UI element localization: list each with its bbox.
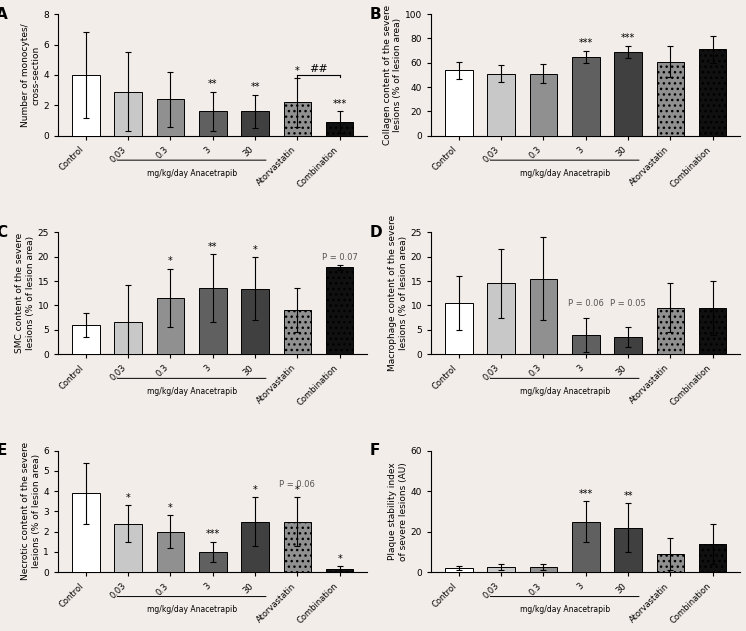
Bar <box>199 112 227 136</box>
Bar <box>72 493 100 572</box>
Text: **: ** <box>624 491 633 501</box>
Bar <box>445 70 473 136</box>
Text: D: D <box>369 225 382 240</box>
Bar <box>445 303 473 354</box>
Y-axis label: Collagen content of the severe
lesions (% of lesion area): Collagen content of the severe lesions (… <box>383 5 402 145</box>
Bar <box>157 99 184 136</box>
Y-axis label: SMC content of the severe
lesions (% of lesion area): SMC content of the severe lesions (% of … <box>16 233 35 353</box>
Bar <box>114 322 142 354</box>
Text: mg/kg/day Anacetrapib: mg/kg/day Anacetrapib <box>146 605 236 614</box>
Bar <box>283 102 311 136</box>
Bar <box>157 532 184 572</box>
Y-axis label: Plaque stability index
of severe lesions (AU): Plaque stability index of severe lesions… <box>389 462 408 561</box>
Bar <box>283 521 311 572</box>
Text: F: F <box>369 443 380 458</box>
Text: A: A <box>0 7 8 22</box>
Text: mg/kg/day Anacetrapib: mg/kg/day Anacetrapib <box>519 605 609 614</box>
Text: *: * <box>253 485 257 495</box>
Text: *: * <box>253 245 257 255</box>
Bar <box>72 75 100 136</box>
Text: ***: *** <box>333 99 347 109</box>
Bar <box>572 57 600 136</box>
Text: P = 0.06: P = 0.06 <box>568 298 604 308</box>
Text: *: * <box>295 485 300 495</box>
Bar <box>530 278 557 354</box>
Bar <box>157 298 184 354</box>
Bar <box>699 308 727 354</box>
Bar <box>572 521 600 572</box>
Text: ***: *** <box>579 38 593 48</box>
Bar <box>487 283 515 354</box>
Bar <box>614 337 642 354</box>
Text: mg/kg/day Anacetrapib: mg/kg/day Anacetrapib <box>519 168 609 178</box>
Text: mg/kg/day Anacetrapib: mg/kg/day Anacetrapib <box>146 387 236 396</box>
Bar <box>699 544 727 572</box>
Bar <box>530 567 557 572</box>
Text: *: * <box>168 256 173 266</box>
Text: P = 0.05: P = 0.05 <box>610 298 646 308</box>
Bar <box>326 122 354 136</box>
Text: ##: ## <box>309 64 328 74</box>
Y-axis label: Macrophage content of the severe
lesions (% of lesion area): Macrophage content of the severe lesions… <box>389 215 408 371</box>
Text: ***: *** <box>206 529 220 540</box>
Bar <box>199 552 227 572</box>
Bar <box>326 268 354 354</box>
Text: E: E <box>0 443 7 458</box>
Bar <box>487 74 515 136</box>
Bar <box>614 52 642 136</box>
Text: *: * <box>337 554 342 563</box>
Text: mg/kg/day Anacetrapib: mg/kg/day Anacetrapib <box>519 387 609 396</box>
Bar <box>614 528 642 572</box>
Text: *: * <box>168 503 173 513</box>
Text: **: ** <box>251 82 260 92</box>
Y-axis label: Number of monocytes/
cross-section: Number of monocytes/ cross-section <box>21 23 40 127</box>
Bar <box>114 524 142 572</box>
Bar <box>326 569 354 572</box>
Bar <box>699 49 727 136</box>
Text: **: ** <box>208 242 218 252</box>
Bar <box>656 308 684 354</box>
Bar <box>241 289 269 354</box>
Text: C: C <box>0 225 7 240</box>
Bar <box>487 567 515 572</box>
Text: **: ** <box>208 80 218 89</box>
Text: ***: *** <box>579 489 593 499</box>
Text: mg/kg/day Anacetrapib: mg/kg/day Anacetrapib <box>146 168 236 178</box>
Text: ***: *** <box>621 33 635 44</box>
Bar <box>241 521 269 572</box>
Bar <box>572 334 600 354</box>
Y-axis label: Necrotic content of the severe
lesions (% of lesion area): Necrotic content of the severe lesions (… <box>21 442 40 581</box>
Bar <box>241 112 269 136</box>
Text: B: B <box>369 7 381 22</box>
Text: P = 0.06: P = 0.06 <box>280 480 316 489</box>
Bar <box>656 554 684 572</box>
Bar <box>656 62 684 136</box>
Bar <box>445 568 473 572</box>
Bar <box>530 74 557 136</box>
Bar <box>199 288 227 354</box>
Bar <box>72 325 100 354</box>
Bar <box>114 91 142 136</box>
Bar <box>283 310 311 354</box>
Text: *: * <box>126 493 131 503</box>
Text: *: * <box>295 66 300 76</box>
Text: P = 0.07: P = 0.07 <box>322 252 357 261</box>
